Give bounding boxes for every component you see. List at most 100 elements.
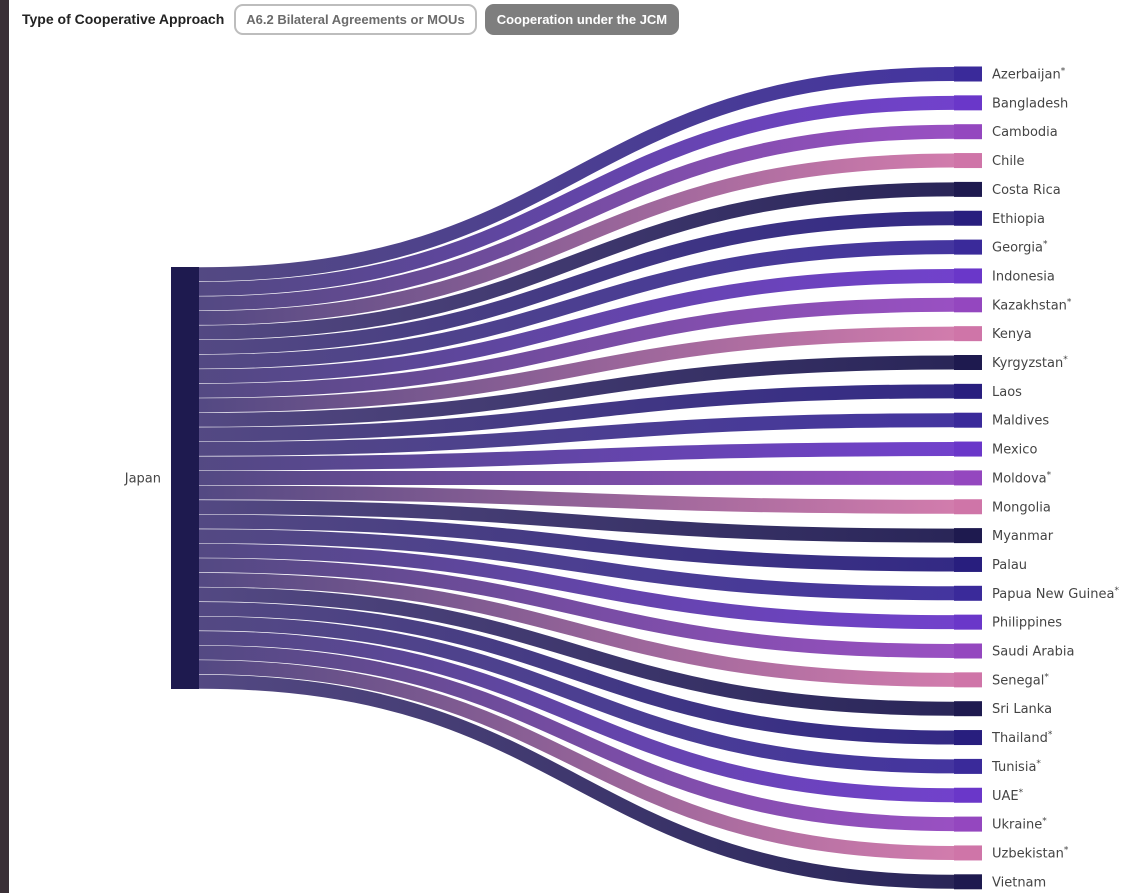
target-label-marker: * — [1064, 845, 1069, 855]
target-node-myanmar[interactable] — [954, 528, 982, 544]
target-node-papua-new-guinea[interactable] — [954, 585, 982, 601]
target-node-kenya[interactable] — [954, 326, 982, 342]
sankey-link-maldives[interactable] — [198, 413, 955, 456]
target-label: UAE* — [992, 788, 1024, 804]
sankey-link-sri-lanka[interactable] — [198, 587, 955, 716]
sankey-link-saudi-arabia[interactable] — [198, 558, 955, 658]
sankey-link-mexico[interactable] — [198, 442, 955, 471]
target-node-indonesia[interactable] — [954, 268, 982, 284]
sankey-link-senegal[interactable] — [198, 572, 955, 687]
sankey-link-myanmar[interactable] — [198, 500, 955, 543]
target-label-marker: * — [1047, 470, 1052, 480]
filter-button-jcm-cooperation[interactable]: Cooperation under the JCM — [484, 3, 680, 35]
target-node-uzbekistan[interactable] — [954, 845, 982, 861]
target-node-bangladesh[interactable] — [954, 95, 982, 111]
target-label: Kyrgyzstan* — [992, 355, 1068, 371]
target-label: Uzbekistan* — [992, 845, 1069, 861]
sankey-link-ukraine[interactable] — [198, 645, 955, 832]
target-label: Bangladesh — [992, 96, 1068, 111]
target-node-uae[interactable] — [954, 787, 982, 803]
sankey-link-bangladesh[interactable] — [198, 95, 955, 296]
sankey-link-georgia[interactable] — [198, 240, 955, 369]
sankey-link-uae[interactable] — [198, 631, 955, 803]
sankey-links — [198, 67, 955, 889]
target-node-sri-lanka[interactable] — [954, 701, 982, 717]
source-label: Japan — [124, 472, 161, 487]
target-label: Mexico — [992, 443, 1037, 458]
sankey-labels: Azerbaijan* Bangladesh Cambodia Chile Costa … — [124, 67, 1120, 891]
target-label: Palau — [992, 558, 1027, 573]
target-node-philippines[interactable] — [954, 614, 982, 630]
target-node-cambodia[interactable] — [954, 124, 982, 140]
filter-label: Type of Cooperative Approach — [22, 11, 225, 27]
sankey-link-cambodia[interactable] — [198, 124, 955, 311]
sankey-link-kyrgyzstan[interactable] — [198, 355, 955, 427]
cooperative-approach-filter: Type of Cooperative Approach A6.2 Bilate… — [22, 2, 680, 36]
target-node-georgia[interactable] — [954, 239, 982, 255]
target-node-ethiopia[interactable] — [954, 210, 982, 226]
target-label-marker: * — [1061, 67, 1066, 77]
target-node-maldives[interactable] — [954, 412, 982, 428]
target-node-vietnam[interactable] — [954, 874, 982, 890]
target-label: Senegal* — [992, 672, 1049, 688]
sankey-link-mongolia[interactable] — [198, 485, 955, 514]
target-label: Papua New Guinea* — [992, 586, 1119, 602]
target-label: Costa Rica — [992, 183, 1061, 198]
sankey-link-uzbekistan[interactable] — [198, 660, 955, 860]
window-edge — [0, 0, 9, 893]
target-label-marker: * — [1048, 730, 1053, 740]
target-label: Thailand* — [991, 730, 1053, 746]
target-label-marker: * — [1043, 240, 1048, 250]
target-node-kazakhstan[interactable] — [954, 297, 982, 313]
source-node-japan[interactable] — [171, 267, 199, 689]
target-node-laos[interactable] — [954, 383, 982, 399]
target-node-kyrgyzstan[interactable] — [954, 355, 982, 370]
sankey-link-chile[interactable] — [198, 153, 955, 325]
target-label: Indonesia — [992, 269, 1055, 284]
target-label-marker: * — [1036, 759, 1041, 769]
target-label-marker: * — [1042, 817, 1047, 827]
target-label: Ukraine* — [992, 817, 1047, 833]
target-label: Kenya — [992, 327, 1032, 342]
target-label-marker: * — [1067, 297, 1072, 307]
target-node-chile[interactable] — [954, 153, 982, 169]
sankey-link-costa-rica[interactable] — [198, 182, 955, 340]
target-node-senegal[interactable] — [954, 672, 982, 688]
sankey-link-azerbaijan[interactable] — [198, 67, 955, 282]
target-label-marker: * — [1019, 788, 1024, 798]
sankey-nodes — [171, 66, 982, 890]
target-label: Georgia* — [992, 240, 1048, 256]
target-label: Kazakhstan* — [992, 297, 1072, 313]
sankey-link-tunisia[interactable] — [198, 616, 955, 774]
target-node-moldova[interactable] — [954, 470, 982, 486]
sankey-link-kenya[interactable] — [198, 326, 955, 413]
sankey-link-ethiopia[interactable] — [198, 211, 955, 355]
target-node-thailand[interactable] — [954, 730, 982, 746]
target-node-ukraine[interactable] — [954, 816, 982, 832]
target-node-mongolia[interactable] — [954, 499, 982, 515]
sankey-link-palau[interactable] — [198, 514, 955, 572]
target-label-marker: * — [1063, 355, 1068, 365]
sankey-link-papua-new-guinea[interactable] — [198, 529, 955, 601]
target-node-azerbaijan[interactable] — [954, 66, 982, 82]
sankey-link-thailand[interactable] — [198, 601, 955, 745]
target-label: Tunisia* — [991, 759, 1041, 775]
target-node-saudi-arabia[interactable] — [954, 643, 982, 659]
target-label: Myanmar — [992, 529, 1054, 544]
filter-button-bilateral-agreements[interactable]: A6.2 Bilateral Agreements or MOUs — [234, 3, 477, 35]
target-node-palau[interactable] — [954, 556, 982, 572]
sankey-link-vietnam[interactable] — [198, 674, 955, 889]
target-label: Saudi Arabia — [992, 645, 1075, 660]
target-node-tunisia[interactable] — [954, 758, 982, 774]
target-label: Maldives — [992, 414, 1049, 429]
sankey-link-kazakhstan[interactable] — [198, 297, 955, 398]
sankey-link-indonesia[interactable] — [198, 268, 955, 384]
target-label: Laos — [992, 385, 1022, 400]
target-label: Mongolia — [992, 500, 1051, 515]
target-node-mexico[interactable] — [954, 441, 982, 457]
sankey-link-philippines[interactable] — [198, 543, 955, 630]
target-node-costa-rica[interactable] — [954, 181, 982, 197]
target-label-marker: * — [1114, 586, 1119, 596]
sankey-link-laos[interactable] — [198, 384, 955, 442]
